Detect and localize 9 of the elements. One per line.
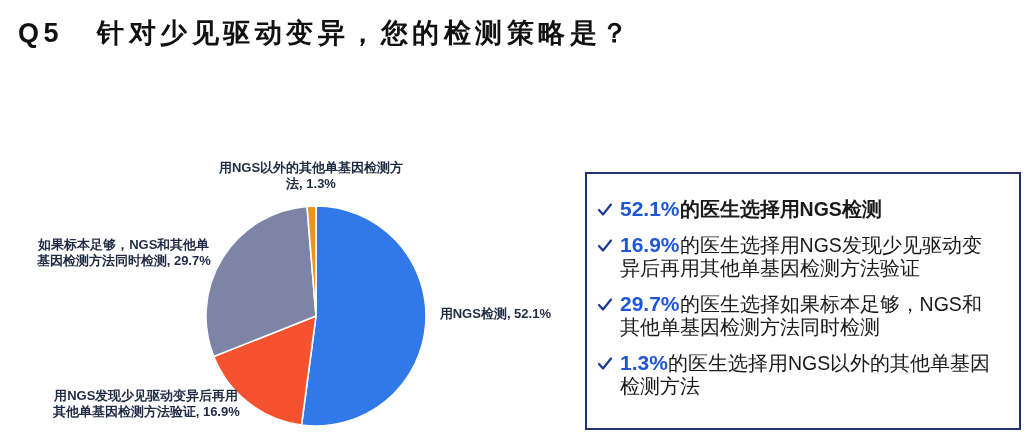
text: 1.3%的医生选择用NGS以外的其他单基因检测方法 — [620, 351, 991, 397]
text: 29.7%的医生选择如果标本足够，NGS和其他单基因检测方法同时检测 — [620, 292, 982, 338]
slice-label: 用NGS以外的其他单基因检测方法, 1.3% — [218, 160, 404, 193]
text: 16.9%的医生选择用NGS发现少见驱动变异后再用其他单基因检测方法验证 — [620, 233, 982, 279]
slice-label: 用NGS检测, 52.1% — [439, 306, 551, 323]
chart-title: Q5 针对少见驱动变异，您的检测策略是？ — [18, 17, 633, 50]
slice-label: 用NGS发现少见驱动变异后再用其他单基因检测方法验证, 16.9% — [52, 387, 240, 420]
text: 52.1%的医生选择用NGS检测 — [620, 197, 882, 220]
slice-label: 如果标本足够，NGS和其他单基因检测方法同时检测, 29.7% — [36, 236, 211, 269]
